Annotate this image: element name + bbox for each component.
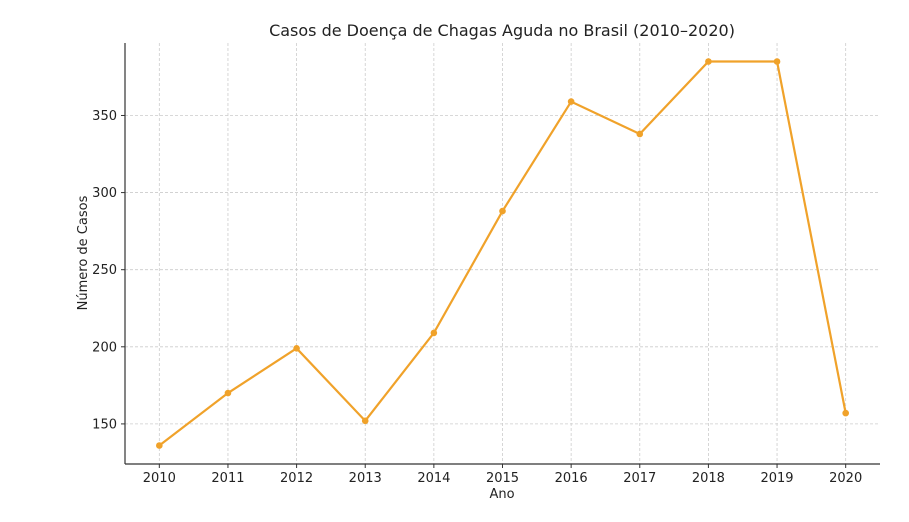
data-point-2015 bbox=[499, 207, 506, 215]
x-tick-label: 2017 bbox=[623, 471, 656, 486]
data-point-2018 bbox=[705, 58, 712, 65]
data-point-2012 bbox=[293, 345, 300, 352]
x-tick-label: 2011 bbox=[211, 471, 244, 486]
x-tick-label: 2018 bbox=[692, 471, 725, 486]
data-point-2011 bbox=[224, 389, 232, 397]
data-point-2016 bbox=[567, 98, 575, 105]
data-point-2014 bbox=[430, 329, 438, 337]
y-axis-label: Número de Casos bbox=[76, 195, 91, 310]
data-point-2010 bbox=[156, 442, 163, 449]
data-point-2017 bbox=[636, 130, 644, 138]
y-tick-label: 250 bbox=[92, 263, 117, 278]
data-point-2020 bbox=[842, 409, 849, 417]
x-tick-label: 2010 bbox=[143, 471, 176, 486]
y-tick-label: 350 bbox=[92, 109, 117, 124]
y-tick-label: 300 bbox=[92, 186, 117, 201]
y-tick-label: 150 bbox=[92, 417, 117, 432]
x-tick-label: 2015 bbox=[486, 471, 519, 486]
x-tick-label: 2014 bbox=[417, 471, 450, 486]
y-tick-label: 200 bbox=[92, 340, 117, 355]
chart-title: Casos de Doença de Chagas Aguda no Brasi… bbox=[269, 21, 735, 40]
x-axis-label: Ano bbox=[489, 487, 514, 502]
x-tick-label: 2020 bbox=[829, 471, 862, 486]
data-point-2019 bbox=[773, 58, 781, 65]
x-tick-label: 2012 bbox=[280, 471, 313, 486]
x-tick-label: 2016 bbox=[555, 471, 588, 486]
x-tick-label: 2019 bbox=[760, 471, 793, 486]
x-tick-label: 2013 bbox=[349, 471, 382, 486]
data-point-2013 bbox=[361, 417, 369, 425]
